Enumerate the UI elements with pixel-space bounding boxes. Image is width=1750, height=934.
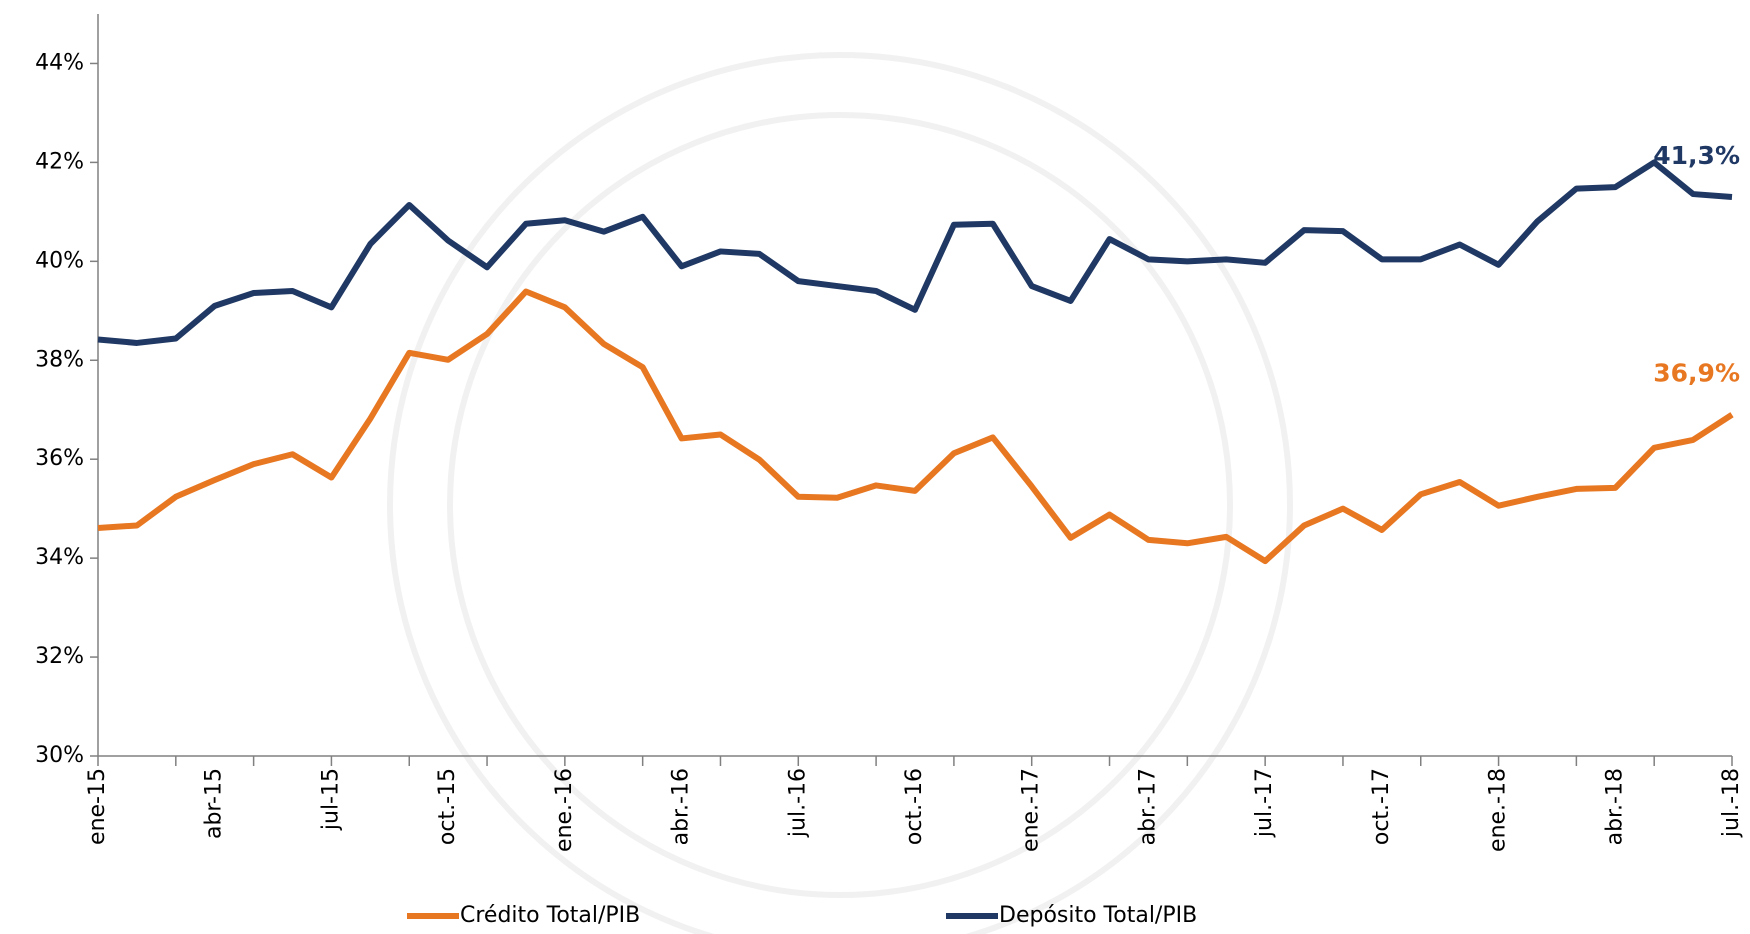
end-label: 36,9% xyxy=(1653,359,1740,388)
x-tick-label: jul.-18 xyxy=(1719,768,1744,838)
x-tick-label: jul.-17 xyxy=(1252,768,1277,838)
x-tick-label: jul.-16 xyxy=(785,768,810,838)
x-tick-label: ene.-16 xyxy=(552,768,577,852)
y-tick-label: 34% xyxy=(35,545,84,570)
x-tick-label: abr.-16 xyxy=(669,768,694,845)
y-tick-label: 42% xyxy=(35,149,84,174)
x-tick-label: ene.-17 xyxy=(1019,768,1044,852)
y-tick-label: 32% xyxy=(35,644,84,669)
y-tick-label: 44% xyxy=(35,50,84,75)
y-tick-label: 40% xyxy=(35,248,84,273)
x-tick-label: jul-15 xyxy=(318,768,343,831)
x-tick-label: ene.-18 xyxy=(1486,768,1511,852)
x-tick-label: abr.-18 xyxy=(1602,768,1627,845)
y-tick-label: 36% xyxy=(35,446,84,471)
legend-label: Depósito Total/PIB xyxy=(999,903,1197,928)
legend-label: Crédito Total/PIB xyxy=(460,903,640,928)
x-tick-label: abr-15 xyxy=(202,768,227,839)
x-tick-label: oct.-17 xyxy=(1369,768,1394,845)
x-tick-label: oct.-16 xyxy=(902,768,927,845)
x-tick-label: abr.-17 xyxy=(1135,768,1160,845)
y-tick-label: 30% xyxy=(35,743,84,768)
series-line xyxy=(97,159,1733,346)
x-tick-label: oct.-15 xyxy=(435,768,460,845)
series-line xyxy=(97,288,1734,565)
x-tick-label: ene-15 xyxy=(85,768,110,845)
end-label: 41,3% xyxy=(1653,141,1740,170)
watermark xyxy=(387,52,1293,934)
y-tick-label: 38% xyxy=(35,347,84,372)
